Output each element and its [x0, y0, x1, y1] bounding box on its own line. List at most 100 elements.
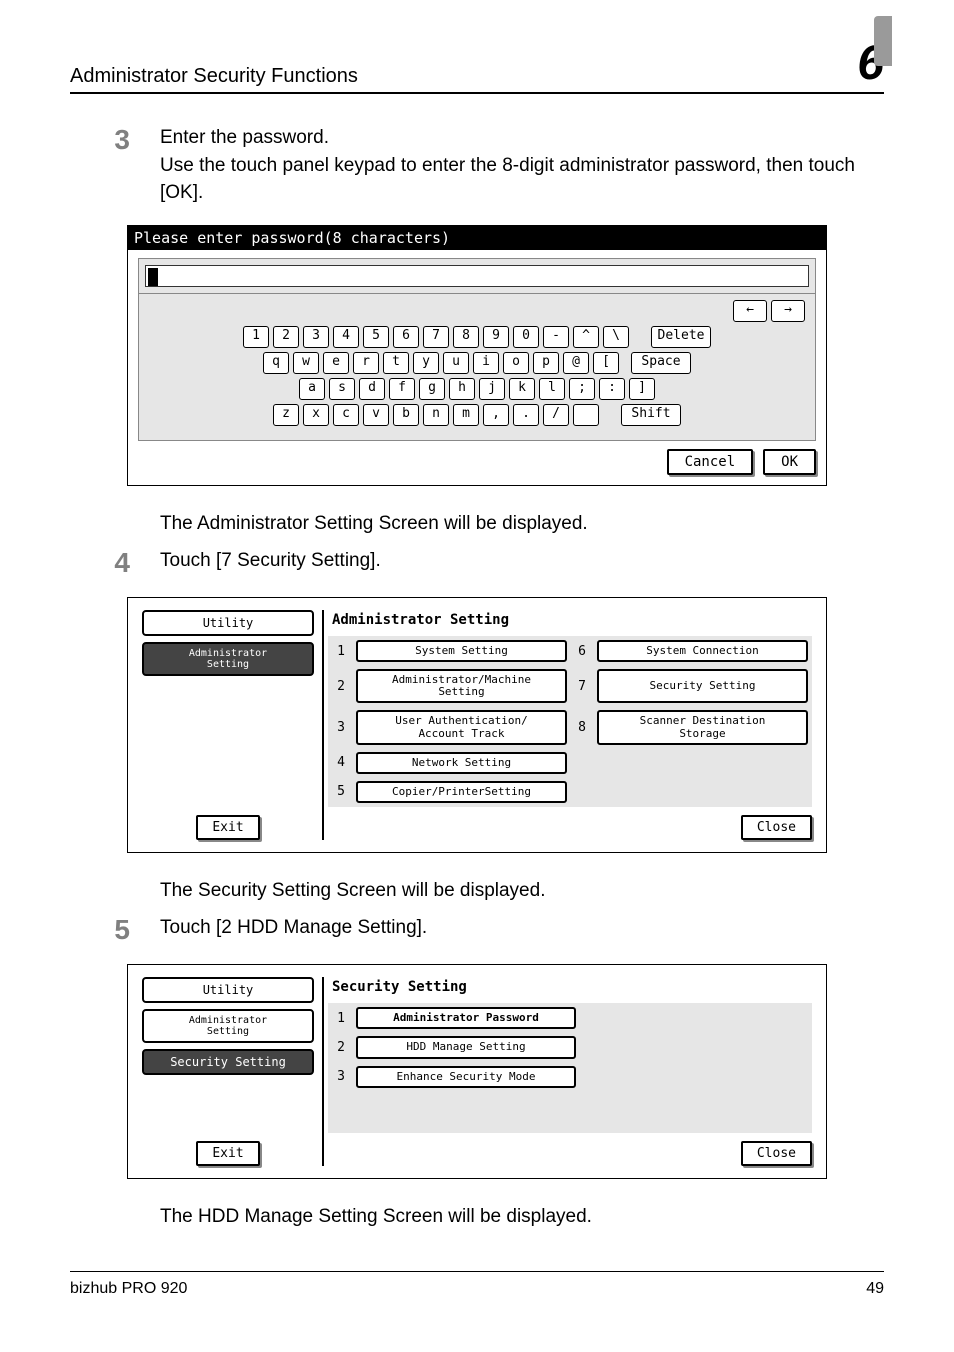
shift-key[interactable]: Shift [621, 404, 681, 426]
key-5[interactable]: 5 [363, 326, 389, 348]
space-key[interactable]: Space [631, 352, 691, 374]
menu-item[interactable]: Scanner Destination Storage [597, 710, 808, 744]
menu-item[interactable]: System Connection [597, 640, 808, 662]
key-d[interactable]: d [359, 378, 385, 400]
security-setting-tab[interactable]: Security Setting [142, 1049, 314, 1075]
security-menu-item[interactable]: HDD Manage Setting [356, 1036, 576, 1058]
key-l[interactable]: l [539, 378, 565, 400]
key-p[interactable]: p [533, 352, 559, 374]
key-b[interactable]: b [393, 404, 419, 426]
security-panel-title: Security Setting [328, 977, 812, 1003]
key-\[interactable]: \ [603, 326, 629, 348]
menu-item[interactable]: Copier/PrinterSetting [356, 781, 567, 803]
key-3[interactable]: 3 [303, 326, 329, 348]
menu-item[interactable]: System Setting [356, 640, 567, 662]
admin-panel-title: Administrator Setting [328, 610, 812, 636]
key-9[interactable]: 9 [483, 326, 509, 348]
menu-number: 8 [573, 720, 591, 735]
key-blank[interactable] [573, 404, 599, 426]
step4-number: 4 [70, 547, 160, 579]
key-6[interactable]: 6 [393, 326, 419, 348]
key-w[interactable]: w [293, 352, 319, 374]
close-button-security[interactable]: Close [741, 1141, 812, 1166]
administrator-setting-tab-2[interactable]: Administrator Setting [142, 1009, 314, 1043]
delete-key[interactable]: Delete [651, 326, 711, 348]
security-menu-item[interactable]: Administrator Password [356, 1007, 576, 1029]
menu-item[interactable]: User Authentication/ Account Track [356, 710, 567, 744]
menu-item[interactable]: Administrator/Machine Setting [356, 669, 567, 703]
close-button-admin[interactable]: Close [741, 815, 812, 840]
footer-left: bizhub PRO 920 [70, 1280, 187, 1298]
menu-number: 6 [573, 644, 591, 659]
admin-setting-panel: Utility Administrator Setting Exit Admin… [127, 597, 827, 853]
key-s[interactable]: s [329, 378, 355, 400]
key-m[interactable]: m [453, 404, 479, 426]
key-g[interactable]: g [419, 378, 445, 400]
key-e[interactable]: e [323, 352, 349, 374]
key-8[interactable]: 8 [453, 326, 479, 348]
menu-number: 3 [332, 720, 350, 735]
key-j[interactable]: j [479, 378, 505, 400]
key-^[interactable]: ^ [573, 326, 599, 348]
step3-number: 3 [70, 124, 160, 207]
cancel-button[interactable]: Cancel [667, 449, 754, 475]
admin-menu-grid: 1 System Setting 6 System Connection 2 Admini… [328, 636, 812, 807]
after-step4-text: The Security Setting Screen will be disp… [160, 877, 884, 905]
security-setting-panel: Utility Administrator Setting Security S… [127, 964, 827, 1179]
exit-button-admin[interactable]: Exit [196, 815, 259, 840]
arrow-right-key[interactable]: → [771, 300, 805, 322]
key-r[interactable]: r [353, 352, 379, 374]
key-u[interactable]: u [443, 352, 469, 374]
key-c[interactable]: c [333, 404, 359, 426]
administrator-setting-tab[interactable]: Administrator Setting [142, 642, 314, 676]
key-][interactable]: ] [629, 378, 655, 400]
menu-item[interactable]: Security Setting [597, 669, 808, 703]
utility-tab-2[interactable]: Utility [142, 977, 314, 1003]
step3-line1: Enter the password. [160, 127, 329, 148]
menu-number: 2 [332, 679, 350, 694]
key-t[interactable]: t [383, 352, 409, 374]
keyboard-area: ← → 1234567890-^\ Delete qwertyuiop@[ Spac… [138, 294, 816, 441]
key-4[interactable]: 4 [333, 326, 359, 348]
key-k[interactable]: k [509, 378, 535, 400]
key-0[interactable]: 0 [513, 326, 539, 348]
security-menu-item[interactable]: Enhance Security Mode [356, 1066, 576, 1088]
key-h[interactable]: h [449, 378, 475, 400]
key-2[interactable]: 2 [273, 326, 299, 348]
key--[interactable]: - [543, 326, 569, 348]
key-n[interactable]: n [423, 404, 449, 426]
arrow-left-key[interactable]: ← [733, 300, 767, 322]
exit-button-security[interactable]: Exit [196, 1141, 259, 1166]
after-step5-text: The HDD Manage Setting Screen will be di… [160, 1203, 884, 1231]
key-f[interactable]: f [389, 378, 415, 400]
footer-right: 49 [866, 1280, 884, 1298]
key-/[interactable]: / [543, 404, 569, 426]
key-.[interactable]: . [513, 404, 539, 426]
utility-tab[interactable]: Utility [142, 610, 314, 636]
key-1[interactable]: 1 [243, 326, 269, 348]
key-7[interactable]: 7 [423, 326, 449, 348]
key-:[interactable]: : [599, 378, 625, 400]
after-step3-text: The Administrator Setting Screen will be… [160, 510, 884, 538]
key-i[interactable]: i [473, 352, 499, 374]
key-[[interactable]: [ [593, 352, 619, 374]
menu-number: 1 [332, 1011, 350, 1026]
menu-item[interactable]: Network Setting [356, 752, 567, 774]
menu-number: 7 [573, 679, 591, 694]
page-footer: bizhub PRO 920 49 [70, 1271, 884, 1298]
key-z[interactable]: z [273, 404, 299, 426]
menu-number: 5 [332, 784, 350, 799]
key-v[interactable]: v [363, 404, 389, 426]
key-;[interactable]: ; [569, 378, 595, 400]
menu-number: 1 [332, 644, 350, 659]
password-input[interactable] [145, 265, 809, 287]
key-y[interactable]: y [413, 352, 439, 374]
ok-button[interactable]: OK [763, 449, 816, 475]
key-o[interactable]: o [503, 352, 529, 374]
key-q[interactable]: q [263, 352, 289, 374]
key-,[interactable]: , [483, 404, 509, 426]
step3-line2: Use the touch panel keypad to enter the … [160, 155, 855, 204]
key-@[interactable]: @ [563, 352, 589, 374]
key-a[interactable]: a [299, 378, 325, 400]
key-x[interactable]: x [303, 404, 329, 426]
